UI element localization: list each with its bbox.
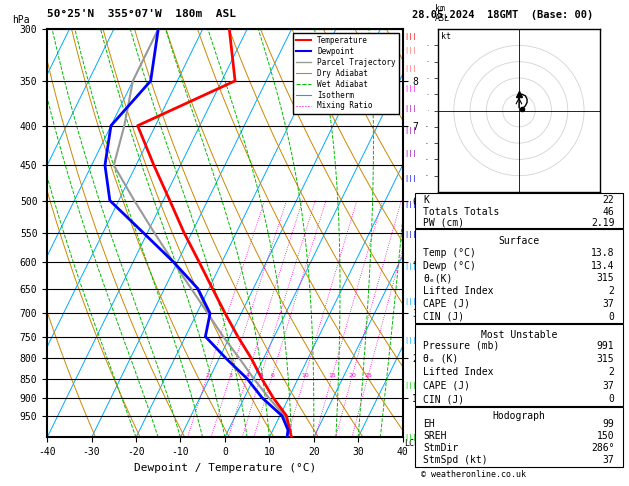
Text: 10: 10 <box>301 373 309 378</box>
X-axis label: Dewpoint / Temperature (°C): Dewpoint / Temperature (°C) <box>134 463 316 473</box>
Text: StmSpd (kt): StmSpd (kt) <box>423 455 488 466</box>
Text: |||: ||| <box>404 337 417 345</box>
Text: 5: 5 <box>259 373 263 378</box>
Text: |||: ||| <box>404 230 417 238</box>
Text: CIN (J): CIN (J) <box>423 312 465 322</box>
Text: 3: 3 <box>228 373 233 378</box>
Text: 2.19: 2.19 <box>591 218 615 228</box>
Text: Hodograph: Hodograph <box>493 411 545 421</box>
Text: |||: ||| <box>404 150 417 156</box>
Text: 22: 22 <box>603 195 615 205</box>
Text: Dewp (°C): Dewp (°C) <box>423 260 476 271</box>
Text: |||: ||| <box>404 174 417 181</box>
Text: CAPE (J): CAPE (J) <box>423 381 470 391</box>
Text: Temp (°C): Temp (°C) <box>423 248 476 258</box>
Legend: Temperature, Dewpoint, Parcel Trajectory, Dry Adiabat, Wet Adiabat, Isotherm, Mi: Temperature, Dewpoint, Parcel Trajectory… <box>292 33 399 114</box>
Text: |||: ||| <box>404 201 417 208</box>
Text: |||: ||| <box>404 65 417 72</box>
Text: |||: ||| <box>404 105 417 112</box>
Text: 37: 37 <box>603 299 615 309</box>
Text: |||: ||| <box>404 47 417 54</box>
Text: 37: 37 <box>603 381 615 391</box>
Text: 2: 2 <box>608 286 615 296</box>
Text: |||: ||| <box>404 382 417 389</box>
Text: |||: ||| <box>404 262 417 270</box>
Text: hPa: hPa <box>12 15 30 25</box>
Text: 286°: 286° <box>591 443 615 453</box>
Text: 315: 315 <box>597 354 615 364</box>
Text: EH: EH <box>423 418 435 429</box>
Text: 25: 25 <box>364 373 372 378</box>
Text: |||: ||| <box>404 298 417 305</box>
Text: |||: ||| <box>404 434 417 441</box>
Text: LCL: LCL <box>404 439 420 448</box>
Text: 6: 6 <box>270 373 274 378</box>
Text: 2: 2 <box>608 367 615 377</box>
Text: |||: ||| <box>404 126 417 134</box>
Text: Pressure (mb): Pressure (mb) <box>423 341 500 350</box>
Text: |||: ||| <box>404 85 417 91</box>
Y-axis label: Mixing Ratio (g/kg): Mixing Ratio (g/kg) <box>460 177 470 289</box>
Text: 46: 46 <box>603 207 615 217</box>
Text: 0: 0 <box>608 394 615 404</box>
Text: CIN (J): CIN (J) <box>423 394 465 404</box>
Text: km
ASL: km ASL <box>435 3 450 23</box>
Text: 4: 4 <box>245 373 250 378</box>
Text: 0: 0 <box>608 312 615 322</box>
Text: CAPE (J): CAPE (J) <box>423 299 470 309</box>
Text: 28.05.2024  18GMT  (Base: 00): 28.05.2024 18GMT (Base: 00) <box>412 10 593 20</box>
Text: Most Unstable: Most Unstable <box>481 330 557 340</box>
Text: kt: kt <box>441 32 451 41</box>
Text: 315: 315 <box>597 273 615 283</box>
Text: 37: 37 <box>603 455 615 466</box>
Text: PW (cm): PW (cm) <box>423 218 465 228</box>
Text: θₑ (K): θₑ (K) <box>423 354 459 364</box>
Text: 13.4: 13.4 <box>591 260 615 271</box>
Text: |||: ||| <box>404 33 417 40</box>
Text: SREH: SREH <box>423 431 447 441</box>
Text: StmDir: StmDir <box>423 443 459 453</box>
Text: 50°25'N  355°07'W  180m  ASL: 50°25'N 355°07'W 180m ASL <box>47 9 236 19</box>
Text: 15: 15 <box>328 373 337 378</box>
Text: Lifted Index: Lifted Index <box>423 367 494 377</box>
Text: 99: 99 <box>603 418 615 429</box>
Text: 13.8: 13.8 <box>591 248 615 258</box>
Text: θₑ(K): θₑ(K) <box>423 273 453 283</box>
Text: 150: 150 <box>597 431 615 441</box>
Text: 991: 991 <box>597 341 615 350</box>
Text: K: K <box>423 195 430 205</box>
Text: Totals Totals: Totals Totals <box>423 207 500 217</box>
Text: © weatheronline.co.uk: © weatheronline.co.uk <box>421 469 526 479</box>
Text: 2: 2 <box>206 373 209 378</box>
Text: Lifted Index: Lifted Index <box>423 286 494 296</box>
Text: Surface: Surface <box>498 236 540 246</box>
Text: 20: 20 <box>348 373 357 378</box>
